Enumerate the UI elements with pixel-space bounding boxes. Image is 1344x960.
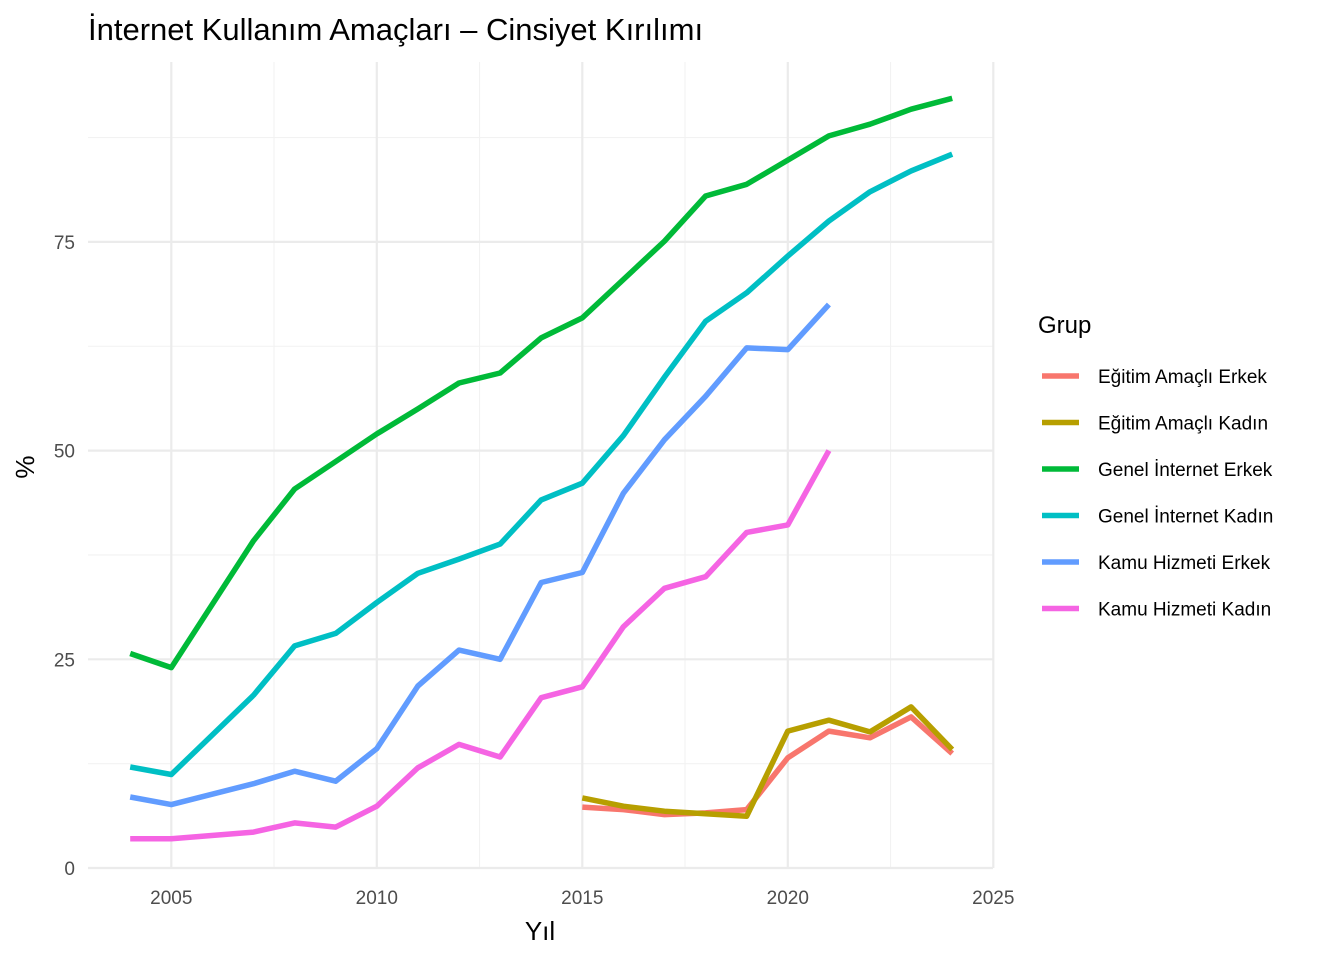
x-tick-label: 2025: [972, 888, 1014, 909]
legend-items: Eğitim Amaçlı Erkek Eğitim Amaçlı Kadın Ge…: [1042, 367, 1273, 621]
legend-label: Kamu Hizmeti Erkek: [1098, 553, 1271, 574]
y-axis-title: %: [10, 455, 40, 478]
x-tick-label: 2010: [356, 888, 398, 909]
legend-label: Eğitim Amaçlı Erkek: [1098, 367, 1267, 388]
legend-title: Grup: [1038, 312, 1091, 339]
legend-item: Kamu Hizmeti Kadın: [1042, 600, 1271, 621]
legend-label: Eğitim Amaçlı Kadın: [1098, 414, 1268, 435]
legend-label: Kamu Hizmeti Kadın: [1098, 600, 1271, 621]
x-axis-ticks: 2005 2010 2015 2020 2025: [150, 888, 1014, 909]
series-line: [129, 151, 954, 778]
series-lines: [129, 95, 955, 842]
legend-item: Genel İnternet Kadın: [1042, 507, 1273, 528]
series-line: [582, 714, 955, 818]
chart-title: İnternet Kullanım Amaçları – Cinsiyet Kı…: [88, 12, 703, 47]
y-tick-label: 0: [64, 859, 75, 880]
legend-item: Kamu Hizmeti Erkek: [1042, 553, 1271, 574]
series-line: [581, 704, 955, 819]
legend-item: Eğitim Amaçlı Kadın: [1042, 414, 1268, 435]
y-tick-label: 25: [54, 650, 75, 671]
series-line: [129, 95, 953, 671]
y-axis-ticks: 0 25 50 75: [54, 233, 75, 880]
legend-label: Genel İnternet Kadın: [1098, 507, 1273, 528]
y-tick-label: 50: [54, 442, 75, 463]
x-axis-title: Yıl: [525, 916, 555, 946]
x-tick-label: 2015: [561, 888, 603, 909]
legend-item: Genel İnternet Erkek: [1042, 460, 1273, 481]
y-tick-label: 75: [54, 233, 75, 254]
legend-label: Genel İnternet Erkek: [1098, 460, 1273, 481]
grid: [88, 62, 995, 870]
series-line: [130, 449, 832, 842]
series-line: [129, 302, 831, 808]
legend: Grup Eğitim Amaçlı Erkek Eğitim Amaçlı Ka…: [1038, 312, 1273, 621]
legend-item: Eğitim Amaçlı Erkek: [1042, 367, 1267, 388]
x-tick-label: 2005: [150, 888, 192, 909]
x-tick-label: 2020: [767, 888, 809, 909]
